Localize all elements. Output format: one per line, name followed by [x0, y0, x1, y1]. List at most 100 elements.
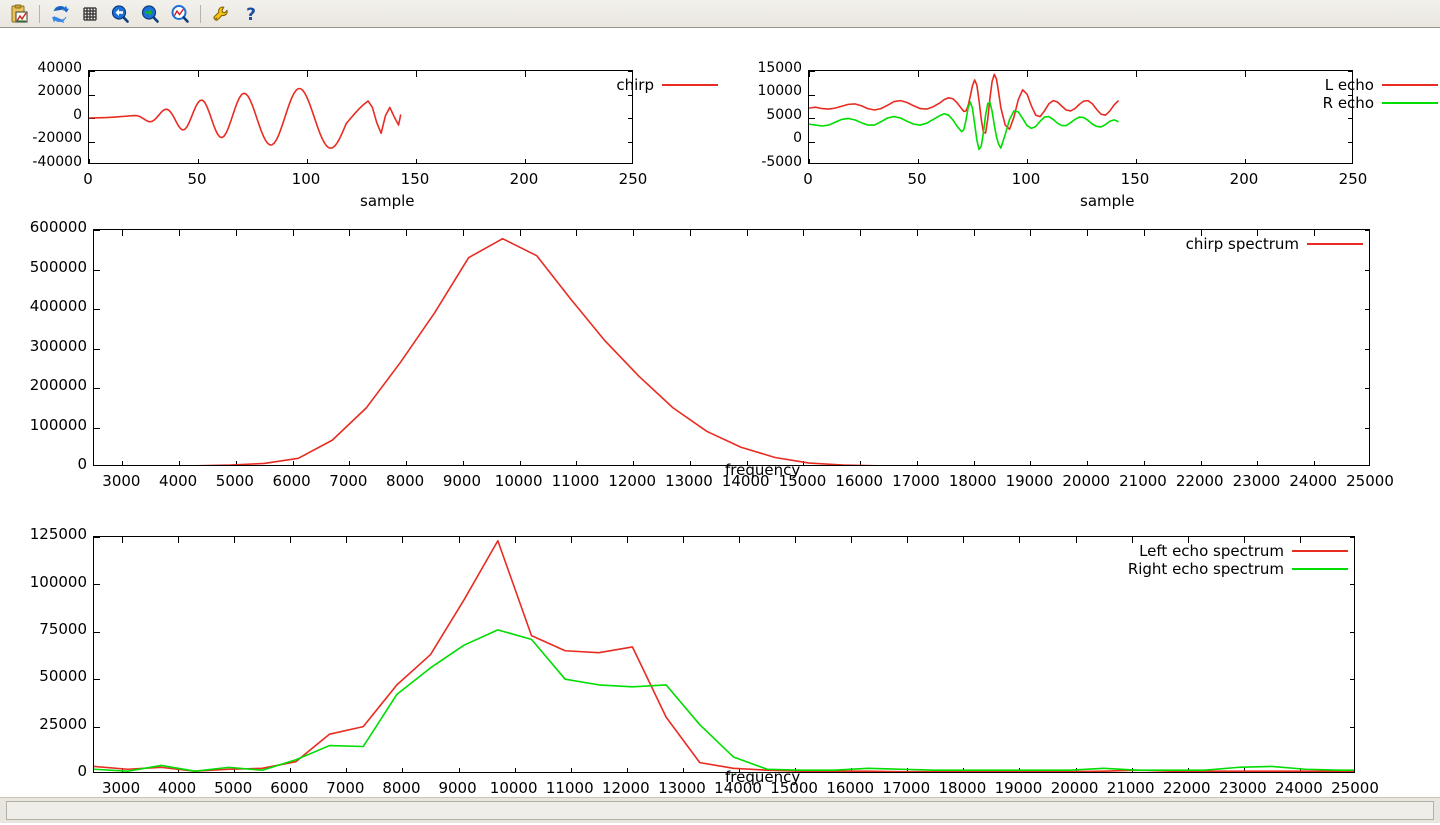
echo-spectrum-xtick-12: 15000: [770, 779, 818, 797]
echo-spectrum-xtick-6: 9000: [438, 779, 477, 797]
chirp-spectrum-xtick-14: 17000: [892, 472, 940, 490]
echo-spectrum-xtick-0: 3000: [101, 779, 141, 797]
zoom-previous-button[interactable]: [106, 1, 134, 27]
refresh-icon: [52, 5, 69, 23]
echo-spectrum-xtick-1: 4000: [158, 779, 197, 797]
wrench-icon: [213, 6, 228, 21]
chirp-spectrum-ytick-3: 300000: [29, 336, 87, 355]
chirp-spectrum-xtick-0: 3000: [102, 472, 141, 490]
echo-waveform-series-0: [809, 73, 1120, 134]
echo-spectrum-xtick-5: 8000: [382, 779, 421, 797]
chirp-spectrum-xtick-17: 20000: [1062, 472, 1111, 490]
echo-waveform-ytick-4: 15000: [757, 59, 802, 76]
echo-waveform-ytick-1: 0: [793, 130, 802, 147]
chirp-waveform-xtick-4: 200: [509, 170, 539, 188]
chirp-spectrum-xtick-8: 11000: [551, 472, 600, 490]
chirp-waveform-ytick-1: -20000: [32, 130, 82, 147]
chirp-waveform-ytick-0: -40000: [32, 153, 82, 170]
chirp-spectrum-xtick-22: 25000: [1346, 472, 1394, 490]
chirp-waveform-xtick-2: 100: [291, 170, 321, 188]
echo-spectrum-ytick-0: 0: [77, 762, 87, 781]
echo-spectrum-xtick-7: 10000: [489, 779, 538, 797]
chirp-spectrum-xtick-5: 8000: [386, 472, 425, 490]
echo-waveform-ytick-2: 5000: [766, 106, 802, 123]
echo-spectrum-xtick-10: 13000: [658, 779, 706, 797]
replot-button[interactable]: [46, 1, 74, 27]
chirp-waveform-xtick-0: 0: [83, 170, 93, 188]
echo-waveform-legend-swatch-1: [1382, 102, 1438, 104]
echo-spectrum-series-1: [94, 629, 1354, 772]
magnifier-left-icon: [111, 4, 129, 23]
chirp-spectrum-xtick-18: 21000: [1119, 472, 1167, 490]
chirp-waveform-ytick-4: 40000: [37, 59, 82, 76]
toggle-grid-button[interactable]: [76, 1, 104, 27]
chirp-spectrum-ytick-0: 0: [77, 455, 87, 474]
chirp-spectrum-xtick-6: 9000: [442, 472, 481, 490]
chirp-waveform-xtick-3: 150: [400, 170, 430, 188]
chirp-spectrum-xtick-11: 14000: [721, 472, 770, 490]
chirp-spectrum-xtick-20: 23000: [1232, 472, 1281, 490]
chirp-spectrum-xtick-1: 4000: [159, 472, 198, 490]
echo-spectrum-xtick-8: 11000: [545, 779, 594, 797]
status-bar-text: [6, 801, 1434, 820]
chirp-waveform-xaxis-label: sample: [360, 192, 415, 210]
echo-waveform-ytick-0: -5000: [761, 153, 802, 170]
chirp-spectrum-xtick-13: 16000: [835, 472, 884, 490]
echo-spectrum-xtick-17: 20000: [1050, 779, 1099, 797]
echo-spectrum-ytick-1: 25000: [39, 714, 87, 733]
zoom-next-button[interactable]: [136, 1, 164, 27]
chirp-spectrum-ytick-2: 200000: [29, 376, 87, 395]
chirp-spectrum-series-0: [196, 237, 877, 465]
help-button[interactable]: ?: [237, 1, 265, 27]
toolbar: ?: [0, 0, 1440, 28]
chirp-spectrum-xtick-21: 24000: [1289, 472, 1338, 490]
echo-spectrum-ytick-5: 125000: [29, 525, 87, 544]
clipboard-plot-icon: [11, 4, 28, 22]
echo-spectrum-ytick-4: 100000: [29, 572, 87, 591]
echo-waveform-xtick-4: 200: [1229, 170, 1259, 188]
chirp-spectrum-xtick-7: 10000: [494, 472, 543, 490]
settings-button[interactable]: [207, 1, 235, 27]
chirp-waveform-series-0: [89, 87, 402, 149]
echo-spectrum-xtick-19: 22000: [1162, 779, 1211, 797]
echo-waveform-xtick-5: 250: [1338, 170, 1368, 188]
chirp-spectrum-xtick-15: 18000: [948, 472, 997, 490]
plot-canvas: -40000 -20000 0 20000 40000 0 50 100 150 200 250 sa…: [0, 28, 1440, 803]
chirp-spectrum-xtick-4: 7000: [329, 472, 368, 490]
echo-spectrum-xtick-2: 5000: [214, 779, 253, 797]
chirp-spectrum-frame: [93, 229, 1370, 466]
echo-spectrum-xtick-14: 17000: [882, 779, 931, 797]
echo-waveform-series-1: [809, 101, 1119, 151]
toolbar-separator-1: [39, 4, 40, 23]
echo-spectrum-xtick-4: 7000: [326, 779, 365, 797]
grid-icon: [83, 6, 97, 21]
echo-spectrum-xtick-15: 18000: [938, 779, 987, 797]
chirp-spectrum-xtick-2: 5000: [215, 472, 254, 490]
echo-spectrum-xtick-22: 25000: [1331, 779, 1379, 797]
chirp-waveform-xtick-1: 50: [187, 170, 207, 188]
question-icon: ?: [246, 5, 256, 24]
magnifier-plot-icon: [171, 4, 189, 23]
echo-spectrum-series-0: [94, 539, 1354, 772]
chirp-spectrum-xtick-10: 13000: [665, 472, 713, 490]
echo-spectrum-xtick-9: 12000: [601, 779, 650, 797]
echo-spectrum-xtick-11: 14000: [714, 779, 762, 797]
echo-waveform-frame: [808, 70, 1353, 164]
chirp-spectrum-ytick-4: 400000: [29, 297, 87, 316]
echo-spectrum-frame: [93, 536, 1355, 773]
echo-spectrum-xtick-16: 19000: [994, 779, 1043, 797]
echo-waveform-xtick-2: 100: [1011, 170, 1041, 188]
echo-spectrum-xtick-3: 6000: [270, 779, 309, 797]
chirp-spectrum-xtick-3: 6000: [272, 472, 311, 490]
chirp-waveform-xtick-5: 250: [618, 170, 648, 188]
chirp-waveform-ytick-3: 20000: [37, 83, 82, 100]
chirp-spectrum-ytick-6: 600000: [29, 218, 87, 237]
autoscale-button[interactable]: [166, 1, 194, 27]
chirp-waveform-ytick-2: 0: [73, 106, 82, 123]
status-bar: [0, 797, 1440, 823]
copy-to-clipboard-button[interactable]: [5, 1, 33, 27]
echo-waveform-xtick-1: 50: [907, 170, 927, 188]
chirp-spectrum-ytick-5: 500000: [29, 257, 87, 276]
echo-spectrum-xtick-21: 24000: [1275, 779, 1323, 797]
echo-waveform-xtick-3: 150: [1120, 170, 1150, 188]
